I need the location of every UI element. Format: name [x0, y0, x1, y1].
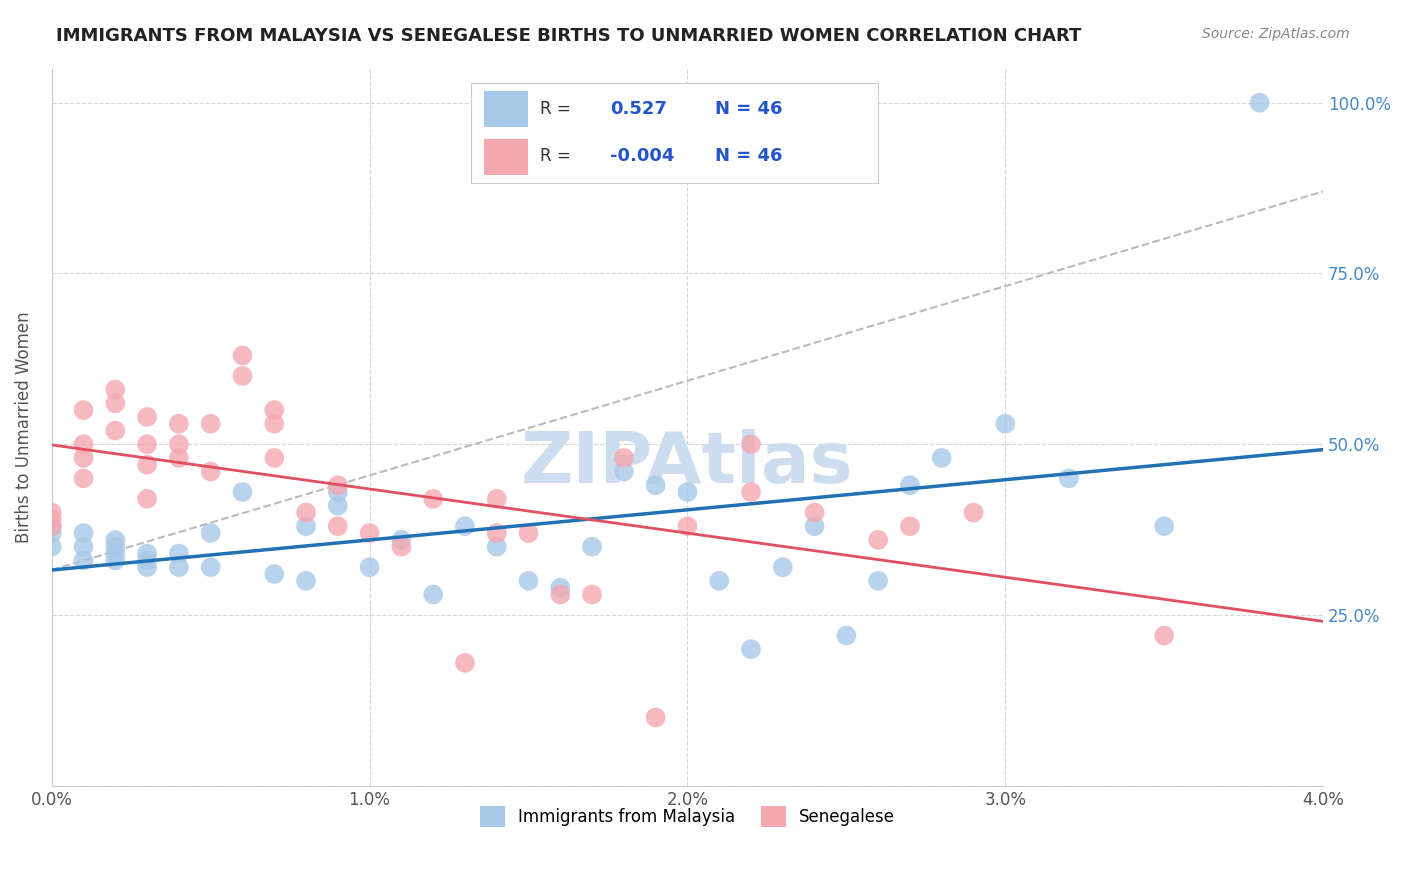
Point	[517, 574, 540, 588]
Point	[72, 403, 94, 417]
Point	[1153, 519, 1175, 533]
Point	[868, 533, 890, 547]
Point	[263, 417, 285, 431]
Point	[263, 403, 285, 417]
Text: IMMIGRANTS FROM MALAYSIA VS SENEGALESE BIRTHS TO UNMARRIED WOMEN CORRELATION CHA: IMMIGRANTS FROM MALAYSIA VS SENEGALESE B…	[56, 27, 1081, 45]
Point	[231, 485, 253, 500]
Point	[389, 533, 412, 547]
Point	[104, 396, 127, 410]
Text: ZIPAtlas: ZIPAtlas	[522, 428, 853, 498]
Point	[326, 485, 349, 500]
Point	[167, 437, 190, 451]
Point	[898, 519, 921, 533]
Point	[200, 417, 222, 431]
Point	[104, 547, 127, 561]
Point	[994, 417, 1017, 431]
Point	[104, 540, 127, 554]
Text: Source: ZipAtlas.com: Source: ZipAtlas.com	[1202, 27, 1350, 41]
Point	[803, 519, 825, 533]
Point	[550, 581, 572, 595]
Point	[167, 450, 190, 465]
Point	[72, 471, 94, 485]
Point	[295, 574, 318, 588]
Point	[136, 560, 159, 574]
Point	[485, 491, 508, 506]
Point	[422, 587, 444, 601]
Point	[104, 424, 127, 438]
Point	[104, 553, 127, 567]
Point	[41, 519, 63, 533]
Point	[326, 499, 349, 513]
Point	[644, 478, 666, 492]
Point	[326, 519, 349, 533]
Point	[72, 526, 94, 541]
Point	[709, 574, 731, 588]
Point	[454, 656, 477, 670]
Point	[41, 540, 63, 554]
Point	[136, 491, 159, 506]
Point	[72, 540, 94, 554]
Point	[167, 417, 190, 431]
Point	[41, 519, 63, 533]
Point	[517, 526, 540, 541]
Point	[644, 710, 666, 724]
Point	[581, 587, 603, 601]
Point	[295, 506, 318, 520]
Legend: Immigrants from Malaysia, Senegalese: Immigrants from Malaysia, Senegalese	[472, 797, 903, 835]
Point	[41, 512, 63, 526]
Point	[485, 540, 508, 554]
Point	[550, 587, 572, 601]
Point	[772, 560, 794, 574]
Point	[676, 519, 699, 533]
Point	[740, 642, 762, 657]
Y-axis label: Births to Unmarried Women: Births to Unmarried Women	[15, 311, 32, 543]
Point	[104, 533, 127, 547]
Point	[962, 506, 984, 520]
Point	[485, 526, 508, 541]
Point	[104, 383, 127, 397]
Point	[613, 465, 636, 479]
Point	[422, 491, 444, 506]
Point	[676, 485, 699, 500]
Point	[167, 547, 190, 561]
Point	[359, 526, 381, 541]
Point	[898, 478, 921, 492]
Point	[200, 465, 222, 479]
Point	[263, 567, 285, 582]
Point	[740, 485, 762, 500]
Point	[72, 450, 94, 465]
Point	[931, 450, 953, 465]
Point	[803, 506, 825, 520]
Point	[613, 450, 636, 465]
Point	[136, 437, 159, 451]
Point	[200, 526, 222, 541]
Point	[1249, 95, 1271, 110]
Point	[167, 560, 190, 574]
Point	[359, 560, 381, 574]
Point	[1153, 628, 1175, 642]
Point	[868, 574, 890, 588]
Point	[72, 437, 94, 451]
Point	[454, 519, 477, 533]
Point	[326, 478, 349, 492]
Point	[136, 553, 159, 567]
Point	[41, 506, 63, 520]
Point	[581, 540, 603, 554]
Point	[136, 547, 159, 561]
Point	[72, 553, 94, 567]
Point	[231, 348, 253, 362]
Point	[835, 628, 858, 642]
Point	[231, 368, 253, 383]
Point	[41, 526, 63, 541]
Point	[136, 409, 159, 424]
Point	[740, 437, 762, 451]
Point	[200, 560, 222, 574]
Point	[1057, 471, 1080, 485]
Point	[263, 450, 285, 465]
Point	[295, 519, 318, 533]
Point	[389, 540, 412, 554]
Point	[136, 458, 159, 472]
